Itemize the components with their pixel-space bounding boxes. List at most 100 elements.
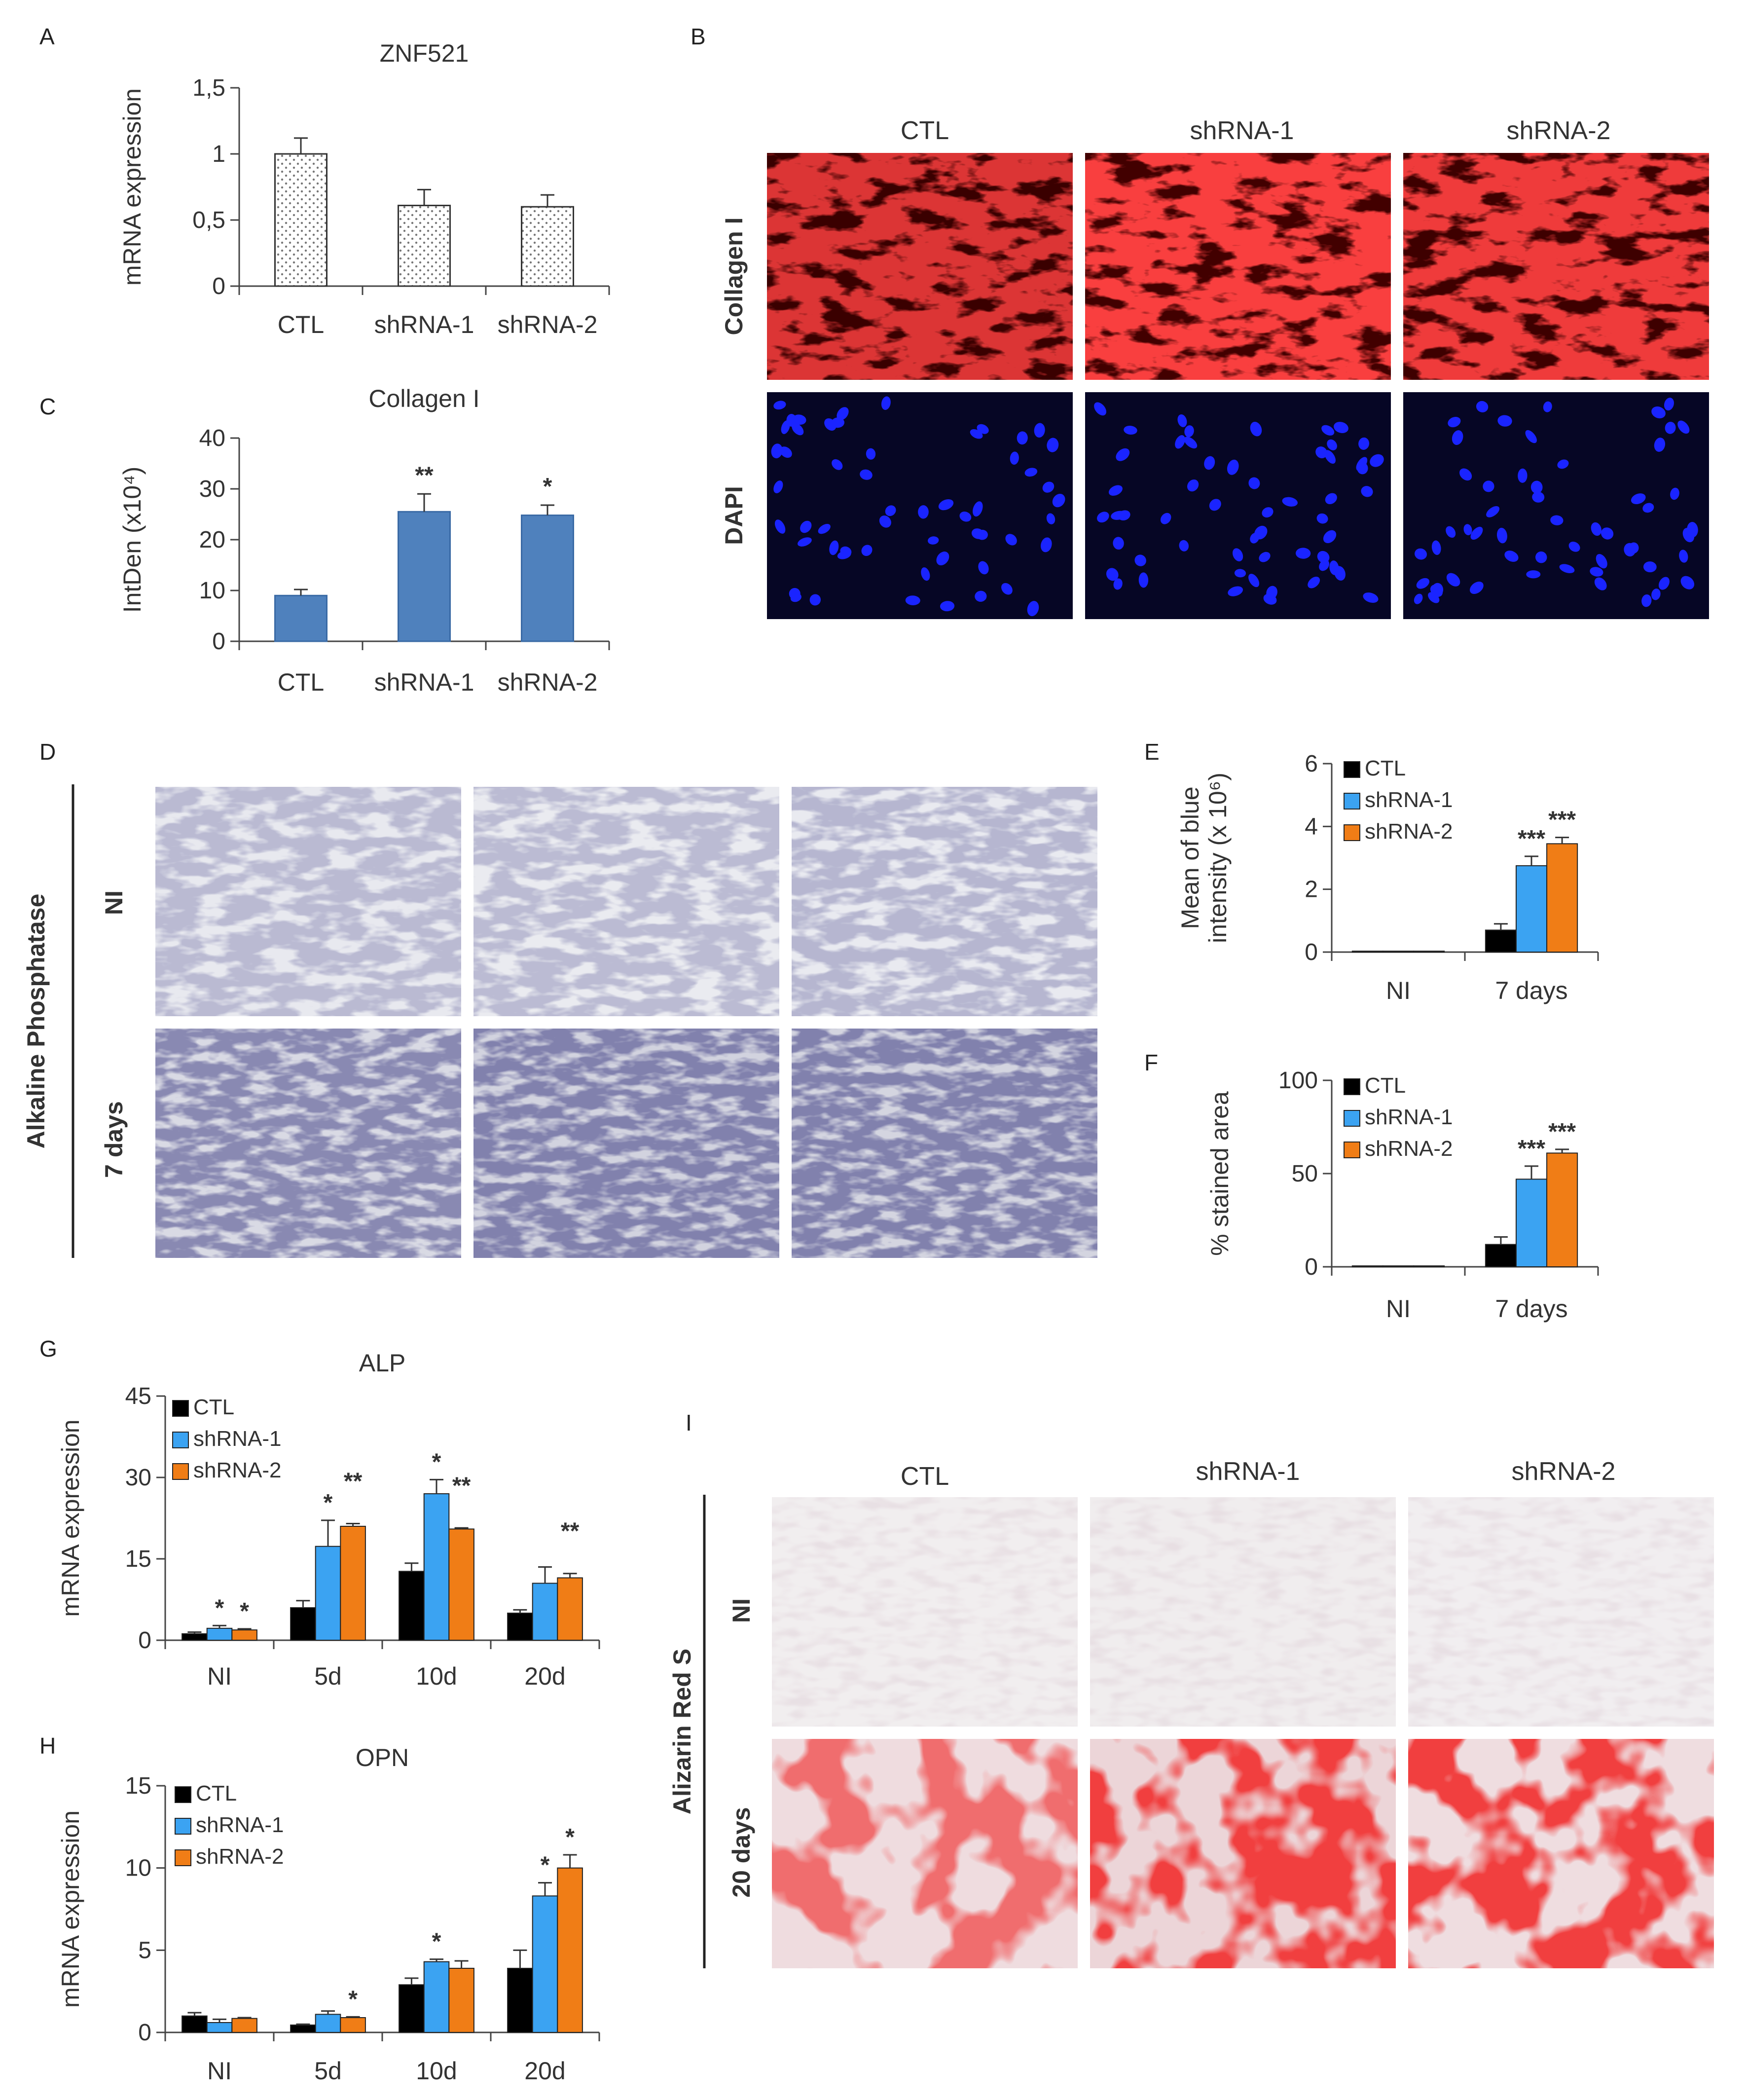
nucleus <box>1262 507 1274 518</box>
nucleus <box>1250 422 1262 437</box>
y-tick-label: 45 <box>125 1383 151 1409</box>
panel-label-i: I <box>686 1410 692 1436</box>
legend-swatch <box>172 1432 189 1448</box>
nucleus <box>1160 513 1171 524</box>
significance-mark: *** <box>1518 1136 1545 1162</box>
nucleus <box>921 567 930 581</box>
chart-c: Collagen I 0 10 20 30 40 IntDen (x10⁴) CTL shRNA… <box>118 385 610 696</box>
bar <box>340 1526 366 1641</box>
nucleus <box>800 520 812 533</box>
y-tick-label: 0 <box>212 628 225 655</box>
x-tick-label: CTL <box>278 668 324 696</box>
alp-image-7d-ctl <box>155 1029 461 1258</box>
nucleus <box>1415 548 1427 560</box>
legend-label: shRNA-2 <box>193 1458 282 1482</box>
chart-a: ZNF521 0 0,5 1 1,5 mRNA expression CTL shRNA-1 s… <box>118 39 610 338</box>
legend-label: shRNA-2 <box>1365 1137 1453 1161</box>
panel-b-col-shrna2: shRNA-2 <box>1507 116 1611 145</box>
nucleus <box>1643 561 1657 573</box>
nucleus <box>1042 481 1055 493</box>
bar <box>398 511 451 642</box>
nucleus <box>1295 548 1311 559</box>
nucleus <box>1046 513 1055 524</box>
bar <box>1546 843 1578 953</box>
significance-mark: * <box>565 1824 575 1850</box>
nucleus <box>1263 593 1277 605</box>
panel-d-row-ni: NI <box>100 890 128 915</box>
alp-image-ni-shrna1 <box>473 787 779 1016</box>
legend-label: CTL <box>193 1395 234 1419</box>
legend-swatch <box>1344 1142 1360 1158</box>
nucleus <box>1113 578 1123 590</box>
nucleus <box>1631 493 1646 505</box>
nucleus <box>1476 401 1489 412</box>
nucleus <box>1654 438 1666 452</box>
panel-d-row-7days: 7 days <box>100 1101 128 1178</box>
nucleus <box>1496 527 1507 544</box>
nucleus <box>1034 423 1045 438</box>
nucleus <box>973 501 983 517</box>
legend-swatch <box>172 1463 189 1480</box>
y-tick-label: 6 <box>1305 751 1318 777</box>
significance-mark: * <box>432 1929 441 1955</box>
y-axis-label: mRNA expression <box>57 1419 84 1617</box>
bar <box>521 515 574 642</box>
legend-swatch <box>1344 793 1360 810</box>
nucleus <box>1017 431 1028 445</box>
y-tick-label: 5 <box>138 1937 151 1963</box>
legend-label: shRNA-1 <box>193 1427 282 1451</box>
nucleus <box>1370 454 1384 467</box>
bar <box>507 1968 533 2033</box>
legend-swatch <box>1344 1078 1360 1095</box>
x-tick-label: 20d <box>524 1662 565 1690</box>
nucleus <box>1227 459 1239 475</box>
dapi-nuclei <box>771 396 1698 617</box>
chart-title: OPN <box>356 1744 409 1771</box>
y-tick-label: 1 <box>212 141 225 167</box>
significance-mark: * <box>541 1852 550 1879</box>
y-tick-label: 20 <box>199 527 225 553</box>
panel-i-images: CTL shRNA-1 shRNA-2 Alizarin Red S NI 20… <box>668 1457 1714 1968</box>
nucleus <box>798 537 812 547</box>
ars-image-ni-shrna2 <box>1408 1497 1714 1727</box>
nucleus <box>1325 493 1337 505</box>
dapi-image-ctl <box>767 392 1073 619</box>
panel-i-row-20days: 20 days <box>728 1807 755 1897</box>
legend-swatch <box>175 1786 191 1803</box>
nucleus <box>1248 477 1260 489</box>
nucleus <box>1027 601 1039 617</box>
bar <box>182 1633 208 1641</box>
legend-label: shRNA-2 <box>196 1844 284 1869</box>
nucleus <box>860 469 873 480</box>
nucleus <box>837 407 849 420</box>
nucleus <box>1530 480 1543 494</box>
nucleus <box>975 590 987 602</box>
nucleus <box>1094 402 1106 416</box>
y-axis-label: mRNA expression <box>118 88 146 286</box>
nucleus <box>1282 497 1298 507</box>
nucleus <box>1187 479 1199 492</box>
x-tick-label: NI <box>207 1662 232 1690</box>
bar <box>1413 1265 1445 1268</box>
panel-b-row-dapi: DAPI <box>720 486 748 545</box>
nucleus <box>1024 468 1038 477</box>
nucleus <box>861 545 873 556</box>
nucleus <box>1175 435 1185 449</box>
nucleus <box>1254 525 1268 540</box>
nucleus <box>977 424 989 434</box>
nucleus <box>1363 592 1379 603</box>
nucleus <box>1047 438 1059 452</box>
x-tick-label: NI <box>1386 977 1411 1004</box>
nucleus <box>1209 499 1221 511</box>
nucleus <box>774 519 786 534</box>
nucleus <box>1259 552 1271 562</box>
legend-label: shRNA-1 <box>1365 788 1453 812</box>
nucleus <box>1525 430 1537 443</box>
bar <box>1485 1244 1517 1267</box>
nucleus <box>881 396 891 410</box>
nucleus <box>789 588 801 599</box>
nucleus <box>1323 530 1337 544</box>
x-tick-label: shRNA-1 <box>374 311 474 338</box>
bar <box>1413 951 1445 953</box>
